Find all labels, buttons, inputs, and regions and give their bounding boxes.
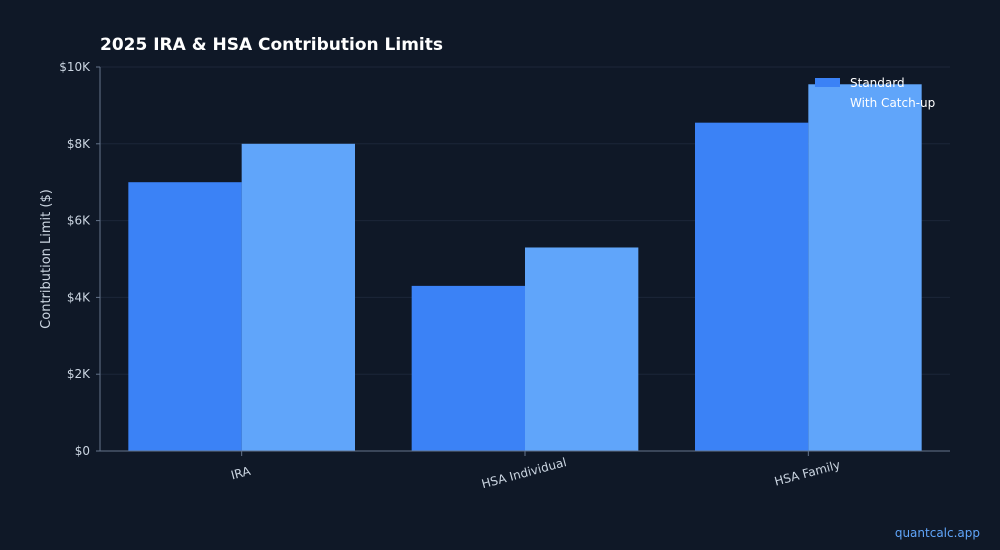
legend[interactable]: Standard With Catch-up (815, 76, 935, 110)
y-axis-title: Contribution Limit ($) (39, 189, 54, 329)
legend-label: With Catch-up (850, 96, 935, 110)
bar[interactable] (241, 143, 355, 452)
chart-title: 2025 IRA & HSA Contribution Limits (100, 35, 443, 55)
x-tick-label: HSA Family (773, 458, 842, 489)
y-tick-label: $10K (59, 60, 91, 74)
x-tick-label: HSA Individual (480, 455, 568, 491)
bar[interactable] (695, 122, 809, 452)
y-tick-label: $2K (67, 367, 91, 381)
legend-swatch (815, 98, 840, 107)
bar[interactable] (525, 247, 639, 451)
bar[interactable] (128, 182, 242, 451)
bars (128, 84, 922, 452)
legend-label: Standard (850, 76, 905, 90)
y-tick-label: $6K (67, 214, 91, 228)
y-axis-ticks: $0 $2K $4K $6K $8K $10K (59, 60, 100, 458)
x-axis-ticks: IRA HSA Individual HSA Family (229, 451, 842, 491)
x-tick-label: IRA (229, 464, 252, 483)
legend-swatch (815, 78, 840, 87)
y-tick-label: $0 (75, 444, 90, 458)
y-tick-label: $8K (67, 137, 91, 151)
y-tick-label: $4K (67, 290, 91, 304)
watermark[interactable]: quantcalc.app (895, 526, 980, 540)
bar[interactable] (411, 285, 525, 451)
bar[interactable] (808, 84, 922, 451)
